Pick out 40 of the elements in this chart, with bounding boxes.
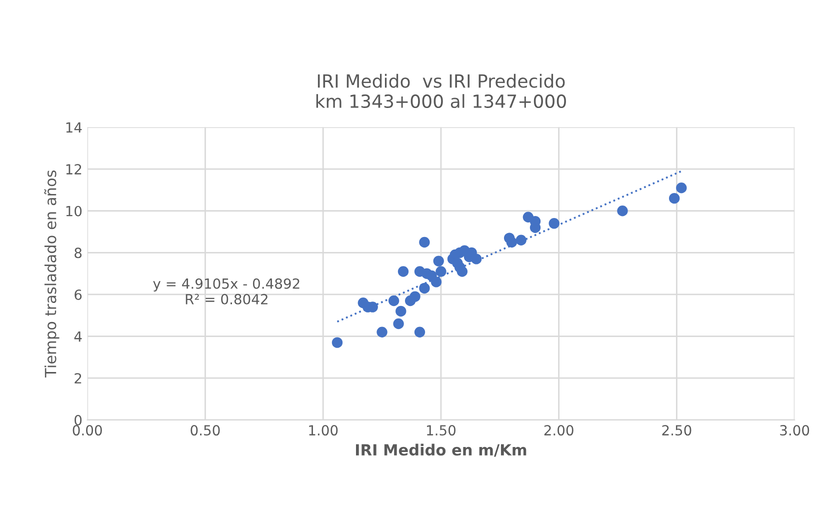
- point: [414, 326, 426, 338]
- y-tick-label: 14: [66, 122, 82, 133]
- point: [470, 254, 482, 264]
- point: [456, 266, 468, 277]
- y-tick-label: 4: [74, 331, 82, 342]
- x-tick-label: 0.00: [72, 425, 102, 436]
- x-tick-label: 3.00: [780, 425, 810, 436]
- x-tick-label: 2.00: [544, 425, 574, 436]
- point: [430, 276, 442, 288]
- point: [388, 295, 400, 306]
- point: [332, 337, 343, 348]
- point: [396, 306, 406, 317]
- chart-title: IRI Medido vs IRI Predecido km 1343+000 al 1347+000: [316, 74, 566, 108]
- y-tick-label: 8: [74, 248, 82, 258]
- point: [419, 236, 430, 248]
- point: [398, 266, 409, 277]
- x-tick-label: 1.00: [309, 425, 338, 436]
- y-tick-label: 12: [66, 164, 82, 174]
- point: [617, 206, 628, 216]
- point: [506, 236, 518, 248]
- point: [548, 218, 560, 229]
- x-axis-title: IRI Medido en m/Km: [356, 444, 526, 457]
- x-tick-label: 2.50: [662, 425, 692, 436]
- point: [676, 182, 687, 194]
- point: [433, 256, 444, 266]
- x-tick-label: 0.50: [190, 425, 220, 436]
- point: [668, 192, 680, 204]
- point: [410, 291, 420, 302]
- y-tick-label: 0: [74, 414, 82, 426]
- point: [376, 326, 388, 338]
- point: [436, 266, 446, 277]
- y-tick-label: 10: [66, 206, 82, 216]
- point: [516, 234, 526, 246]
- x-tick-label: 1.50: [427, 425, 456, 436]
- y-axis-title: Tiempo trasladado en años: [44, 170, 60, 378]
- point: [419, 282, 430, 294]
- y-tick-label: 2: [74, 373, 82, 384]
- y-tick-label: 6: [74, 289, 82, 300]
- annotation: y = 4.9105x - 0.4892 R² = 0.8042: [153, 278, 300, 304]
- point: [393, 318, 404, 330]
